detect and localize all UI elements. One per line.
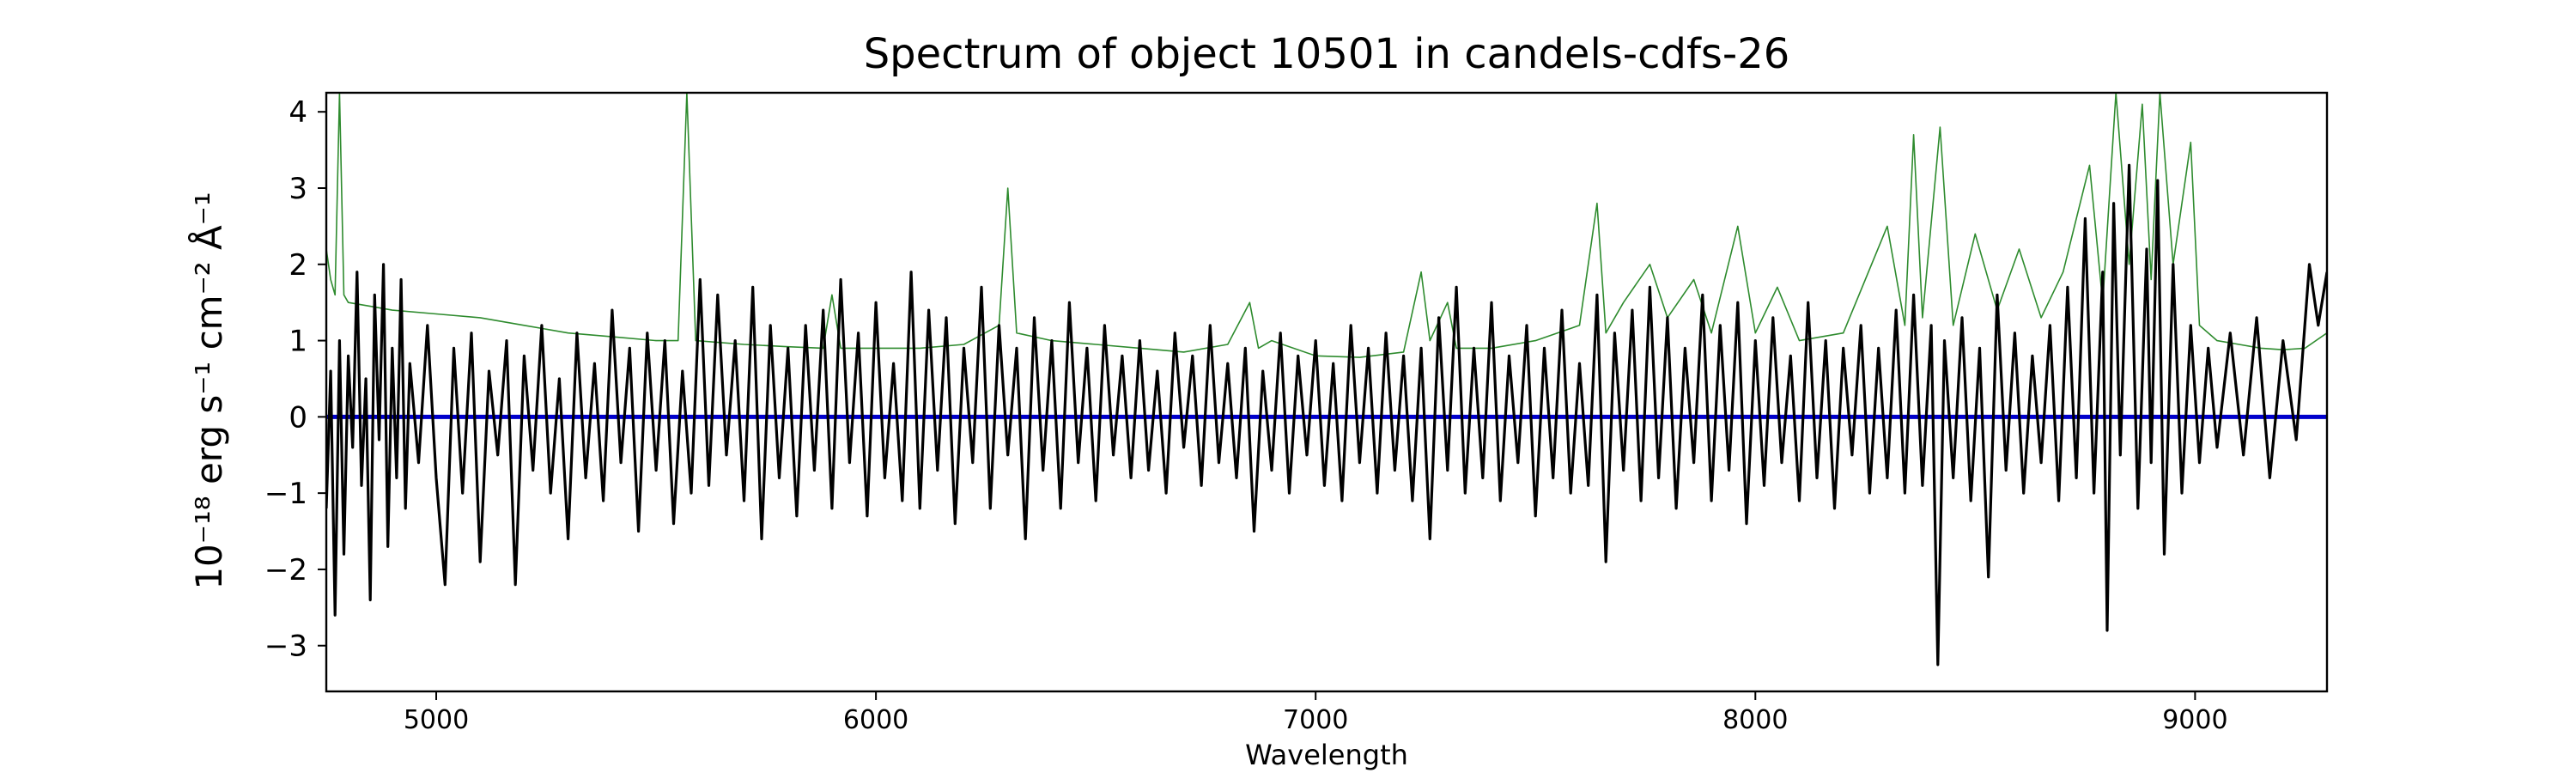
y-tick-label: 4: [289, 95, 307, 130]
error-series-line: [326, 93, 2327, 358]
y-axis-label: 10⁻¹⁸ erg s⁻¹ cm⁻² Å⁻¹: [187, 192, 230, 589]
y-tick-label: −2: [264, 553, 307, 587]
x-axis-label: Wavelength: [1245, 739, 1408, 771]
y-tick-label: 2: [289, 248, 307, 283]
axes: 5000 6000 7000 8000 9000 −3 −2 −1 0 1 2 3 4: [264, 91, 2329, 735]
x-tick-label: 5000: [404, 705, 469, 735]
y-tick-label: 3: [289, 172, 307, 206]
x-tick-label: 7000: [1283, 705, 1348, 735]
plot-frame: [325, 91, 2329, 693]
y-tick-label: 0: [289, 400, 307, 435]
x-tick-label: 9000: [2162, 705, 2227, 735]
chart-title: Spectrum of object 10501 in candels-cdfs…: [864, 30, 1790, 78]
x-tick-label: 6000: [843, 705, 908, 735]
plot-area: [326, 93, 2327, 666]
y-tick-label: −1: [264, 477, 307, 511]
y-tick-label: −3: [264, 630, 307, 664]
flux-series-line: [326, 163, 2327, 666]
y-tick-label: 1: [289, 325, 307, 359]
x-tick-label: 8000: [1722, 705, 1788, 735]
